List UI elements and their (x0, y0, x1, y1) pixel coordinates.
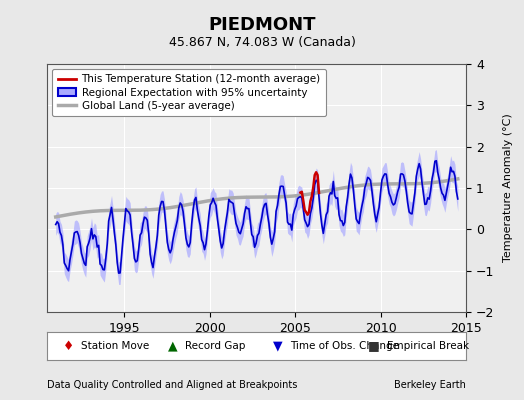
Text: ♦: ♦ (62, 340, 74, 352)
Text: Data Quality Controlled and Aligned at Breakpoints: Data Quality Controlled and Aligned at B… (47, 380, 298, 390)
Text: ▼: ▼ (273, 340, 282, 352)
Text: ▲: ▲ (168, 340, 178, 352)
Text: Time of Obs. Change: Time of Obs. Change (290, 341, 399, 351)
Legend: This Temperature Station (12-month average), Regional Expectation with 95% uncer: This Temperature Station (12-month avera… (52, 69, 326, 116)
Text: Record Gap: Record Gap (185, 341, 246, 351)
Y-axis label: Temperature Anomaly (°C): Temperature Anomaly (°C) (503, 114, 513, 262)
Text: PIEDMONT: PIEDMONT (208, 16, 316, 34)
Text: Berkeley Earth: Berkeley Earth (395, 380, 466, 390)
Text: 45.867 N, 74.083 W (Canada): 45.867 N, 74.083 W (Canada) (169, 36, 355, 49)
Text: Station Move: Station Move (81, 341, 149, 351)
Text: Empirical Break: Empirical Break (387, 341, 469, 351)
Text: ■: ■ (368, 340, 380, 352)
